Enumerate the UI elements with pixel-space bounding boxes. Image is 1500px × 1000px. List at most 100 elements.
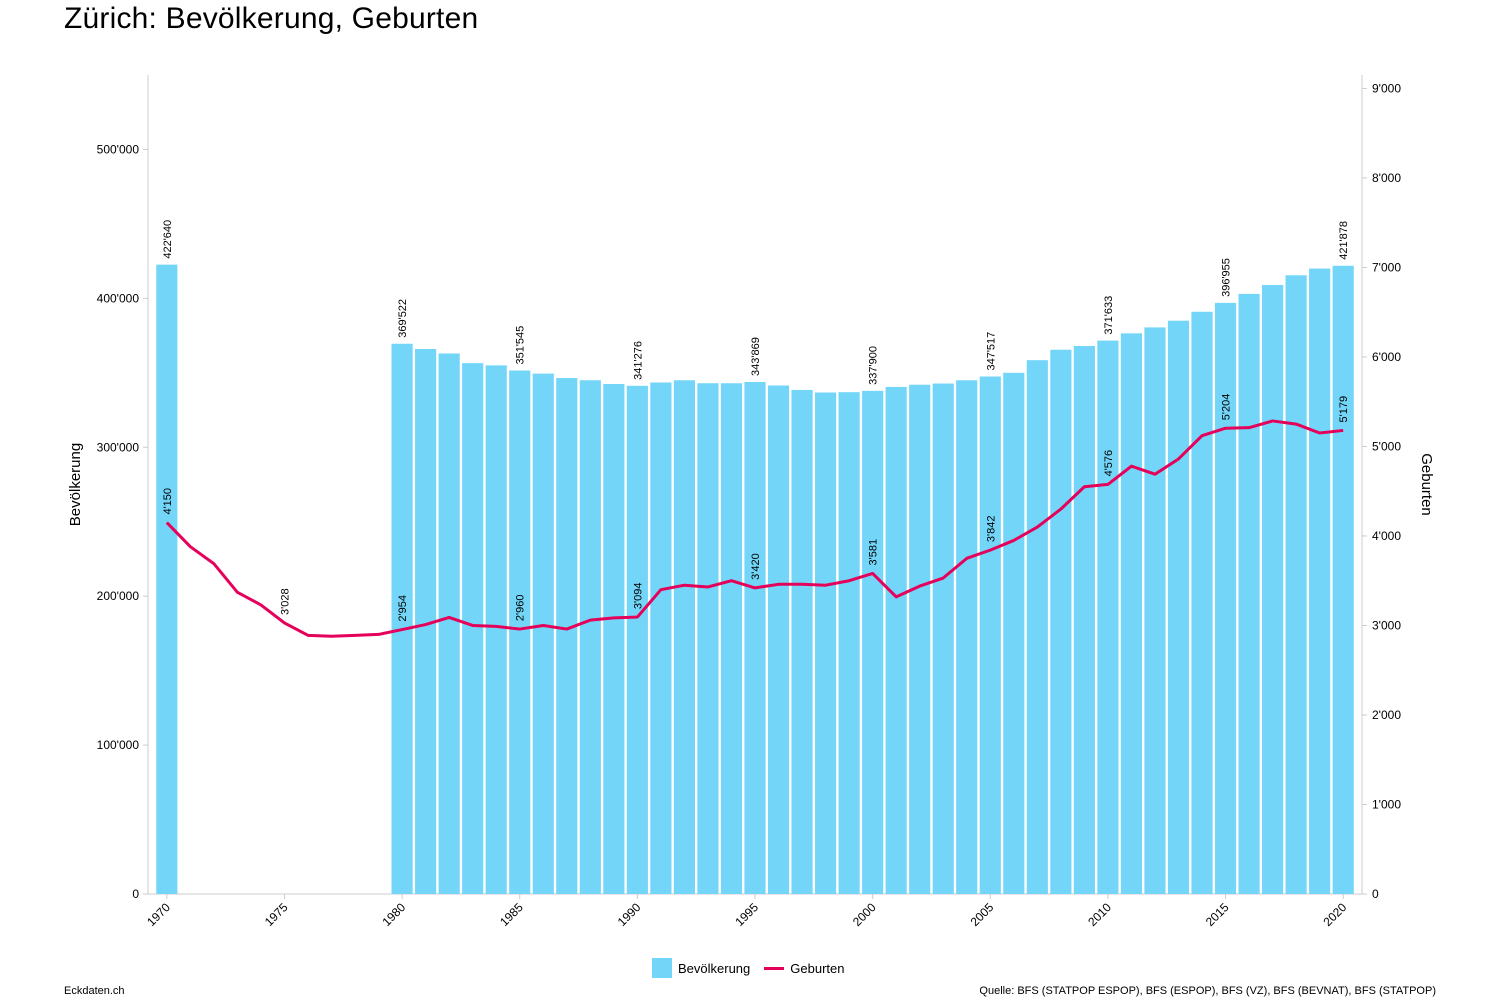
line-label-1980: 2'954 — [397, 595, 409, 622]
line-label-1995: 3'420 — [750, 553, 762, 580]
bar-1983 — [462, 363, 484, 894]
x-tick-label: 2015 — [1203, 900, 1232, 929]
y-right-tick-label: 9'000 — [1372, 81, 1401, 95]
bar-2009 — [1073, 346, 1095, 895]
bar-2015 — [1214, 302, 1237, 894]
bar-2013 — [1167, 320, 1190, 894]
bar-1996 — [767, 385, 790, 894]
x-tick-label: 2020 — [1321, 900, 1350, 929]
legend: Bevölkerung Geburten — [652, 958, 844, 978]
bar-2001 — [885, 386, 907, 894]
legend-swatch-geburten — [764, 966, 785, 970]
line-label-1985: 2'960 — [515, 594, 527, 621]
x-tick-label: 1995 — [732, 900, 761, 929]
y-right-tick-label: 0 — [1372, 887, 1379, 901]
x-tick-label: 2010 — [1085, 900, 1114, 929]
bar-label-1985: 351'545 — [515, 326, 527, 365]
bar-2014 — [1191, 311, 1213, 894]
line-geburten — [165, 419, 1344, 638]
x-tick-label: 1985 — [497, 900, 526, 929]
bar-label-1995: 343'869 — [750, 337, 762, 376]
chart-title: Zürich: Bevölkerung, Geburten — [64, 2, 479, 35]
bar-1982 — [438, 353, 460, 895]
line-label-2000: 3'581 — [868, 539, 880, 566]
bar-2007 — [1026, 360, 1048, 895]
x-tick-label: 2005 — [968, 900, 997, 929]
y-right-tick-label: 4'000 — [1372, 529, 1401, 543]
bar-1981 — [415, 348, 437, 894]
y-left-axis-title: Bevölkerung — [67, 443, 84, 526]
bar-1998 — [814, 392, 837, 894]
x-tick-label: 1980 — [379, 900, 408, 929]
bar-2004 — [956, 380, 978, 894]
y-left-tick-label: 300'000 — [97, 440, 140, 454]
line-label-1975: 3'028 — [279, 588, 291, 615]
x-tick-label: 1975 — [262, 900, 291, 929]
bar-1997 — [791, 389, 813, 894]
legend-label-bevoelkerung: Bevölkerung — [678, 960, 751, 976]
bar-label-1990: 341'276 — [632, 341, 644, 380]
bar-1970 — [156, 264, 178, 894]
bar-2005 — [979, 376, 1001, 894]
bar-1985 — [509, 370, 531, 894]
bar-label-2020: 421'878 — [1338, 221, 1350, 260]
bar-1988 — [579, 380, 601, 894]
y-left-tick-label: 100'000 — [97, 738, 140, 752]
line-label-2005: 3'842 — [985, 516, 997, 543]
y-left-tick-label: 200'000 — [97, 589, 140, 603]
y-right-tick-label: 5'000 — [1372, 439, 1401, 453]
bar-1990 — [626, 385, 648, 894]
bar-label-2000: 337'900 — [868, 346, 880, 385]
bar-2000 — [862, 390, 884, 894]
bar-2006 — [1003, 372, 1025, 894]
bar-1995 — [744, 381, 766, 895]
y-right-tick-label: 1'000 — [1372, 797, 1401, 811]
y-right-tick-label: 3'000 — [1372, 618, 1401, 632]
line-label-2015: 5'204 — [1221, 394, 1233, 421]
bar-1980 — [391, 343, 413, 894]
bar-2002 — [909, 384, 931, 894]
footer-site: Eckdaten.ch — [64, 985, 125, 997]
bar-1989 — [603, 383, 625, 894]
bar-2010 — [1097, 340, 1119, 894]
bar-2019 — [1309, 268, 1331, 895]
line-label-2020: 5'179 — [1338, 396, 1350, 423]
legend-swatch-bevoelkerung — [652, 958, 672, 978]
bar-1986 — [532, 373, 554, 894]
bar-1984 — [485, 365, 507, 894]
bar-2017 — [1262, 284, 1284, 895]
bar-label-2010: 371'633 — [1103, 296, 1115, 335]
x-tick-label: 2000 — [850, 900, 879, 929]
bar-2003 — [932, 383, 954, 894]
y-right-tick-label: 6'000 — [1372, 350, 1401, 364]
y-left-tick-label: 0 — [132, 887, 139, 901]
bar-1992 — [673, 380, 696, 894]
line-label-1970: 4'150 — [162, 488, 174, 515]
bar-1987 — [556, 378, 578, 894]
x-tick-label: 1990 — [615, 900, 644, 929]
bar-label-1970: 422'640 — [162, 220, 174, 259]
bar-2020 — [1332, 265, 1354, 895]
bar-label-2005: 347'517 — [985, 332, 997, 371]
y-right-tick-label: 8'000 — [1372, 171, 1401, 185]
bar-1991 — [650, 382, 672, 894]
bar-1993 — [697, 383, 719, 894]
bar-2011 — [1120, 333, 1143, 894]
bar-2008 — [1050, 349, 1072, 894]
bar-label-1980: 369'522 — [397, 299, 409, 338]
y-right-axis-title: Geburten — [1418, 453, 1435, 516]
y-left-tick-label: 500'000 — [97, 142, 140, 156]
legend-label-geburten: Geburten — [790, 960, 845, 976]
bar-2016 — [1238, 293, 1260, 894]
line-label-2010: 4'576 — [1103, 450, 1115, 477]
footer-source: Quelle: BFS (STATPOP ESPOP), BFS (ESPOP)… — [979, 985, 1436, 997]
x-tick-label: 1970 — [144, 900, 173, 929]
y-left-tick-label: 400'000 — [97, 291, 140, 305]
line-label-1990: 3'094 — [632, 582, 644, 609]
bar-1999 — [838, 392, 860, 894]
y-right-tick-label: 7'000 — [1372, 260, 1401, 274]
bar-2012 — [1144, 327, 1166, 895]
y-right-tick-label: 2'000 — [1372, 708, 1401, 722]
bar-2018 — [1285, 275, 1307, 894]
